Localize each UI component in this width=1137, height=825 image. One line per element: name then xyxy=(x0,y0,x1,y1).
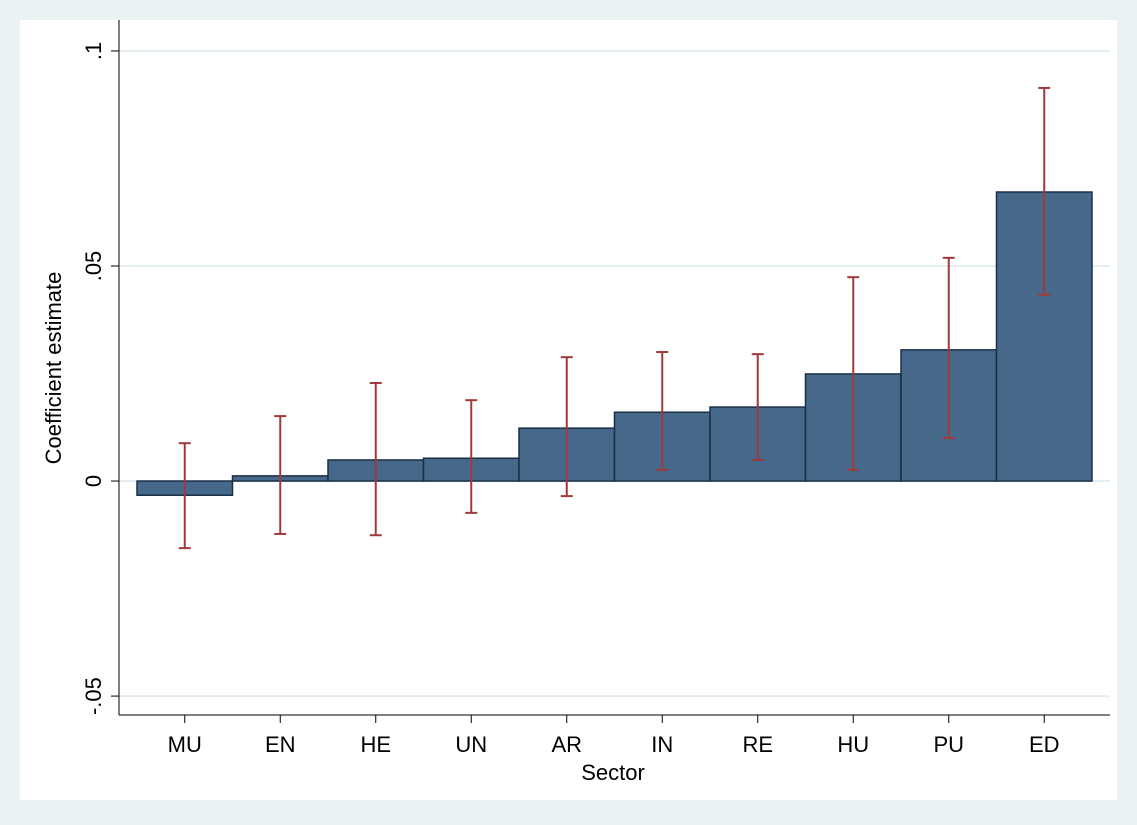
x-tick-label: IN xyxy=(651,732,673,757)
error-bar xyxy=(560,356,573,498)
x-tick-label: HE xyxy=(360,732,391,757)
error-bar xyxy=(847,276,860,471)
y-tick-label: .1 xyxy=(81,42,106,60)
error-bar xyxy=(656,351,669,471)
x-tick-label: UN xyxy=(455,732,487,757)
x-tick-label: EN xyxy=(265,732,296,757)
error-bar xyxy=(942,256,955,440)
error-bar xyxy=(1038,86,1051,296)
x-tick-label: MU xyxy=(168,732,202,757)
error-bar xyxy=(369,381,382,537)
y-tick-label: -.05 xyxy=(81,677,106,715)
error-bar xyxy=(751,353,764,461)
error-bar xyxy=(465,399,478,514)
x-tick-label: PU xyxy=(933,732,964,757)
y-tick-label: 0 xyxy=(81,475,106,487)
x-axis-title: Sector xyxy=(581,760,645,785)
x-tick-label: RE xyxy=(742,732,773,757)
x-tick-label: AR xyxy=(551,732,582,757)
error-bar xyxy=(178,442,191,550)
x-tick-label: ED xyxy=(1029,732,1060,757)
y-axis-title: Coefficient estimate xyxy=(41,272,66,465)
error-bar xyxy=(274,415,287,535)
x-tick-label: HU xyxy=(837,732,869,757)
y-tick-label: .05 xyxy=(81,251,106,282)
